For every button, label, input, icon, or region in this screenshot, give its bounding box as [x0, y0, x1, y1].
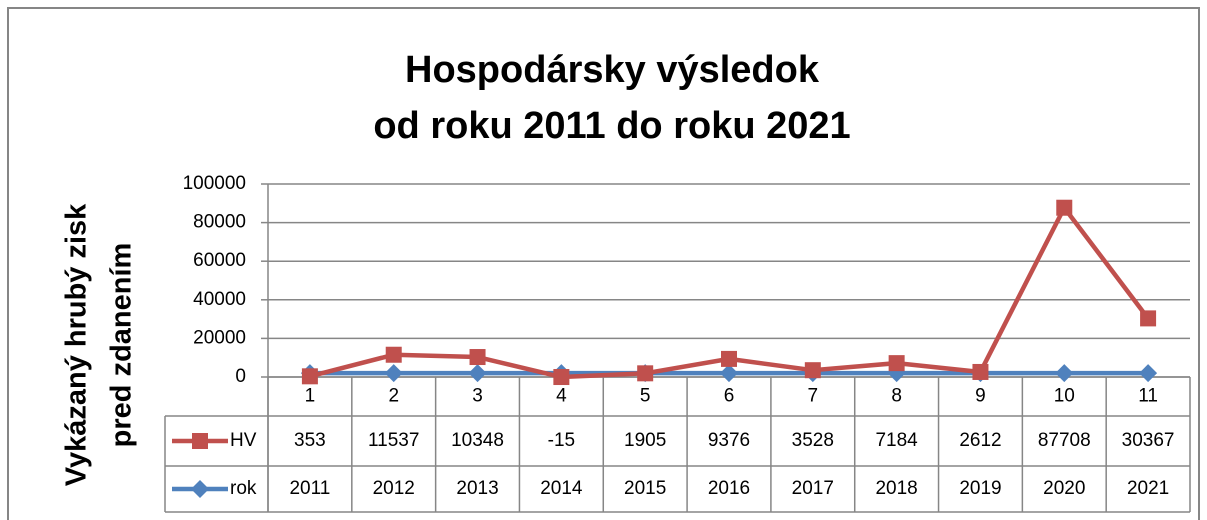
- x-tick-label: 6: [724, 386, 735, 407]
- marker: [301, 368, 318, 385]
- legend-label: rok: [230, 478, 257, 499]
- table-value: 3528: [792, 430, 834, 451]
- table-value: 2012: [373, 478, 415, 499]
- y-tick-label: 60000: [193, 250, 246, 271]
- chart-title: od roku 2011 do roku 2021: [373, 105, 850, 147]
- x-tick-label: 9: [975, 386, 986, 407]
- marker: [553, 369, 570, 386]
- table-value: 353: [294, 430, 326, 451]
- table-value: 7184: [875, 430, 918, 451]
- x-tick-label: 8: [891, 386, 902, 407]
- table-value: 30367: [1122, 430, 1175, 451]
- x-tick-label: 5: [640, 386, 651, 407]
- table-value: 2018: [875, 478, 917, 499]
- table-value: 2020: [1043, 478, 1085, 499]
- table-value: 2612: [959, 430, 1001, 451]
- table-value: 1905: [624, 430, 666, 451]
- table-value: 2011: [289, 478, 330, 499]
- table-value: 10348: [451, 430, 504, 451]
- marker: [721, 350, 737, 367]
- x-tick-label: 2: [388, 386, 399, 407]
- x-tick-label: 11: [1138, 386, 1158, 407]
- table-value: -15: [548, 430, 575, 451]
- marker: [385, 346, 402, 363]
- marker: [972, 363, 989, 380]
- marker: [1139, 364, 1158, 383]
- y-tick-label: 100000: [183, 173, 246, 194]
- table-value: 2017: [792, 478, 834, 499]
- x-tick-label: 3: [472, 386, 483, 407]
- y-tick-label: 80000: [193, 212, 246, 233]
- table-value: 2019: [959, 478, 1001, 499]
- chart-title: Hospodársky výsledok: [405, 49, 820, 91]
- marker: [637, 365, 654, 382]
- marker: [191, 480, 209, 498]
- y-axis-title: Vykázaný hrubý zisk pred zdanením: [61, 203, 138, 486]
- table-value: 2021: [1127, 478, 1169, 499]
- table-value: 87708: [1038, 430, 1091, 451]
- marker: [888, 355, 905, 372]
- x-tick-label: 1: [305, 386, 316, 407]
- marker: [469, 349, 486, 366]
- marker: [720, 364, 738, 383]
- table-value: 2016: [708, 478, 750, 499]
- table-value: 2013: [456, 478, 498, 499]
- y-tick-label: 0: [235, 366, 246, 387]
- marker: [384, 364, 403, 383]
- table-value: 2014: [540, 478, 583, 499]
- x-tick-label: 4: [556, 386, 567, 407]
- y-tick-label: 20000: [193, 327, 246, 348]
- y-axis-title-line: pred zdanením: [106, 243, 138, 448]
- marker: [1140, 310, 1157, 327]
- y-tick-label: 40000: [193, 289, 246, 310]
- table-value: 11537: [368, 430, 419, 451]
- marker: [1056, 199, 1073, 216]
- marker: [1055, 364, 1074, 383]
- legend-label: HV: [230, 430, 257, 451]
- table-value: 2015: [624, 478, 666, 499]
- table-value: 9376: [708, 430, 750, 451]
- x-tick-label: 10: [1054, 386, 1075, 407]
- marker: [192, 433, 208, 449]
- marker: [804, 362, 821, 379]
- y-axis-title-line: Vykázaný hrubý zisk: [61, 203, 93, 486]
- marker: [468, 364, 487, 383]
- x-tick-label: 7: [808, 386, 819, 407]
